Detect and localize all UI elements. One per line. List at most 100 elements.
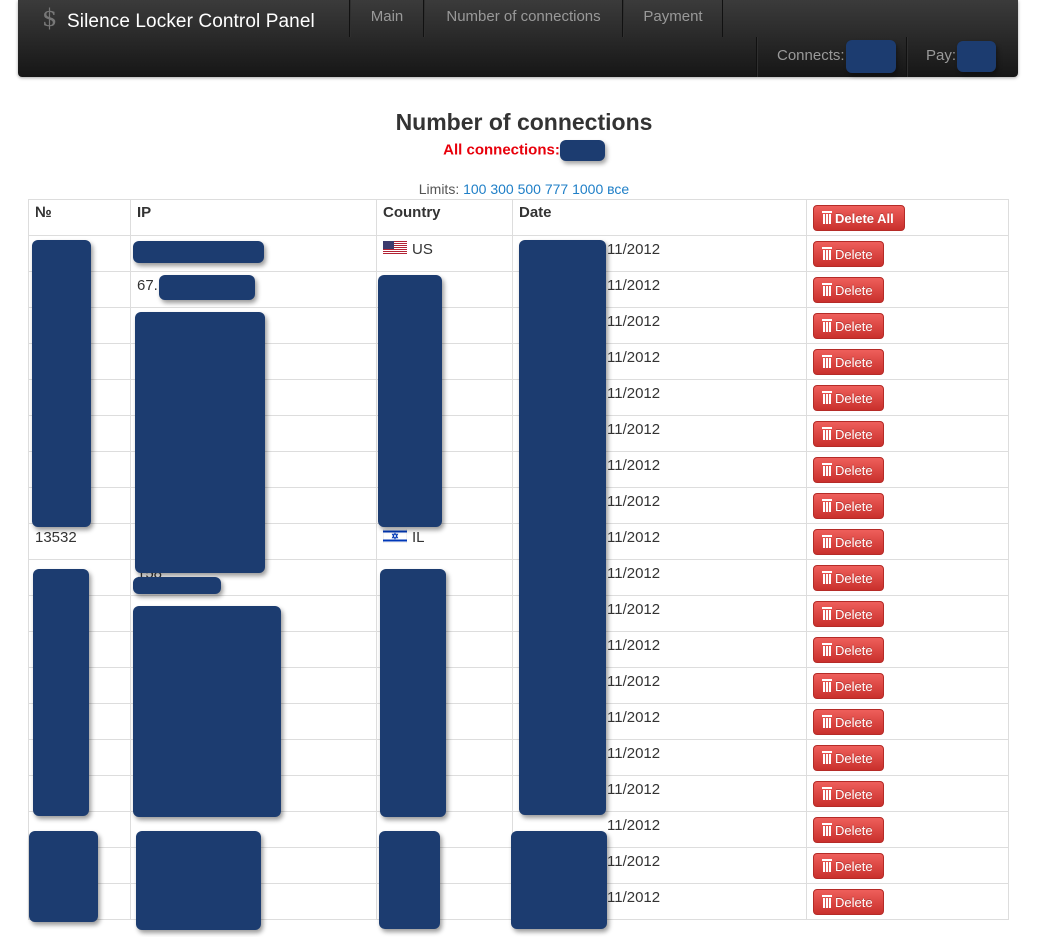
- trash-icon: [822, 427, 832, 440]
- trash-icon: [822, 247, 832, 260]
- date-value: 11/2012: [607, 601, 661, 618]
- delete-label: Delete: [835, 247, 873, 262]
- cell-actions: Delete: [806, 307, 1009, 344]
- trash-icon: [822, 463, 832, 476]
- delete-button[interactable]: Delete: [813, 781, 884, 807]
- all-connections-label: All connections:: [443, 141, 560, 159]
- date-value: 11/2012: [607, 565, 661, 582]
- delete-button[interactable]: Delete: [813, 853, 884, 879]
- limit-300-link[interactable]: 300: [490, 181, 514, 197]
- col-header-country: Country: [376, 199, 513, 236]
- redaction-block: [380, 569, 446, 817]
- cell-actions: Delete: [806, 415, 1009, 452]
- nav-payment[interactable]: Payment: [622, 0, 723, 37]
- redaction-block: [136, 831, 261, 930]
- redaction-block: [379, 831, 440, 929]
- brand-title[interactable]: Silence Locker Control Panel: [67, 11, 315, 32]
- delete-label: Delete: [835, 715, 873, 730]
- redaction-block: [133, 577, 221, 594]
- redaction-block: [32, 240, 91, 527]
- all-connections-count: All connections:: [0, 140, 1048, 161]
- all-connections-value-redacted: [559, 140, 605, 161]
- delete-label: Delete: [835, 751, 873, 766]
- trash-icon: [822, 535, 832, 548]
- trash-icon: [822, 859, 832, 872]
- limits-label: Limits:: [418, 181, 460, 197]
- limit-777-link[interactable]: 777: [544, 181, 569, 197]
- redaction-block: [159, 275, 255, 300]
- delete-label: Delete: [835, 355, 873, 370]
- trash-icon: [822, 751, 832, 764]
- delete-button[interactable]: Delete: [813, 241, 884, 267]
- date-value: 11/2012: [607, 493, 661, 510]
- delete-label: Delete: [835, 823, 873, 838]
- col-header-ip: IP: [130, 199, 377, 236]
- dollar-icon: $: [42, 4, 58, 32]
- nav-main[interactable]: Main: [349, 0, 424, 37]
- cell-actions: Delete: [806, 775, 1009, 812]
- delete-label: Delete: [835, 463, 873, 478]
- delete-button[interactable]: Delete: [813, 493, 884, 519]
- limit-1000-link[interactable]: 1000: [572, 181, 604, 197]
- nav-number-of-connections[interactable]: Number of connections: [423, 0, 623, 37]
- trash-icon: [822, 283, 832, 296]
- date-value: 11/2012: [607, 349, 661, 366]
- cell-actions: Delete: [806, 847, 1009, 884]
- delete-label: Delete: [835, 607, 873, 622]
- delete-button[interactable]: Delete: [813, 313, 884, 339]
- delete-button[interactable]: Delete: [813, 637, 884, 663]
- country-code: US: [412, 241, 433, 258]
- limit-all-link[interactable]: все: [607, 181, 630, 197]
- connects-value-redacted: [845, 39, 896, 73]
- redaction-block: [519, 240, 606, 815]
- delete-all-label: Delete All: [835, 211, 894, 226]
- redaction-block: [378, 275, 442, 527]
- cell-actions: Delete: [806, 271, 1009, 308]
- redaction-block: [511, 831, 607, 929]
- pay-value-redacted: [957, 40, 997, 72]
- cell-actions: Delete: [806, 379, 1009, 416]
- delete-button[interactable]: Delete: [813, 529, 884, 555]
- delete-button[interactable]: Delete: [813, 565, 884, 591]
- limit-500-link[interactable]: 500: [517, 181, 541, 197]
- trash-icon: [822, 715, 832, 728]
- redaction-block: [29, 831, 98, 922]
- delete-button[interactable]: Delete: [813, 421, 884, 447]
- connects-stat: Connects:: [756, 37, 907, 77]
- cell-actions: Delete: [806, 631, 1009, 668]
- date-value: 11/2012: [607, 673, 661, 690]
- delete-button[interactable]: Delete: [813, 457, 884, 483]
- trash-icon: [822, 355, 832, 368]
- delete-button[interactable]: Delete: [813, 673, 884, 699]
- us-flag-icon: [383, 241, 407, 255]
- delete-button[interactable]: Delete: [813, 745, 884, 771]
- delete-label: Delete: [835, 535, 873, 550]
- date-value: 11/2012: [607, 637, 661, 654]
- limit-100-link[interactable]: 100: [463, 181, 487, 197]
- cell-actions: Delete: [806, 343, 1009, 380]
- limits-bar: Limits: 100 300 500 777 1000 все: [0, 180, 1048, 198]
- redaction-block: [135, 312, 265, 573]
- trash-icon: [822, 679, 832, 692]
- delete-button[interactable]: Delete: [813, 709, 884, 735]
- delete-label: Delete: [835, 859, 873, 874]
- delete-button[interactable]: Delete: [813, 601, 884, 627]
- cell-actions: Delete: [806, 523, 1009, 560]
- cell-actions: Delete: [806, 811, 1009, 848]
- date-value: 11/2012: [607, 313, 661, 330]
- delete-button[interactable]: Delete: [813, 385, 884, 411]
- delete-button[interactable]: Delete: [813, 889, 884, 915]
- delete-button[interactable]: Delete: [813, 277, 884, 303]
- delete-label: Delete: [835, 895, 873, 910]
- cell-actions: Delete: [806, 235, 1009, 272]
- redaction-block: [133, 241, 264, 263]
- cell-actions: Delete: [806, 559, 1009, 596]
- delete-label: Delete: [835, 499, 873, 514]
- delete-button[interactable]: Delete: [813, 349, 884, 375]
- trash-icon: [822, 607, 832, 620]
- page-title: Number of connections: [395, 109, 653, 135]
- cell-country: IL: [376, 523, 513, 560]
- delete-button[interactable]: Delete: [813, 817, 884, 843]
- trash-icon: [822, 391, 832, 404]
- delete-all-button[interactable]: Delete All: [813, 205, 905, 231]
